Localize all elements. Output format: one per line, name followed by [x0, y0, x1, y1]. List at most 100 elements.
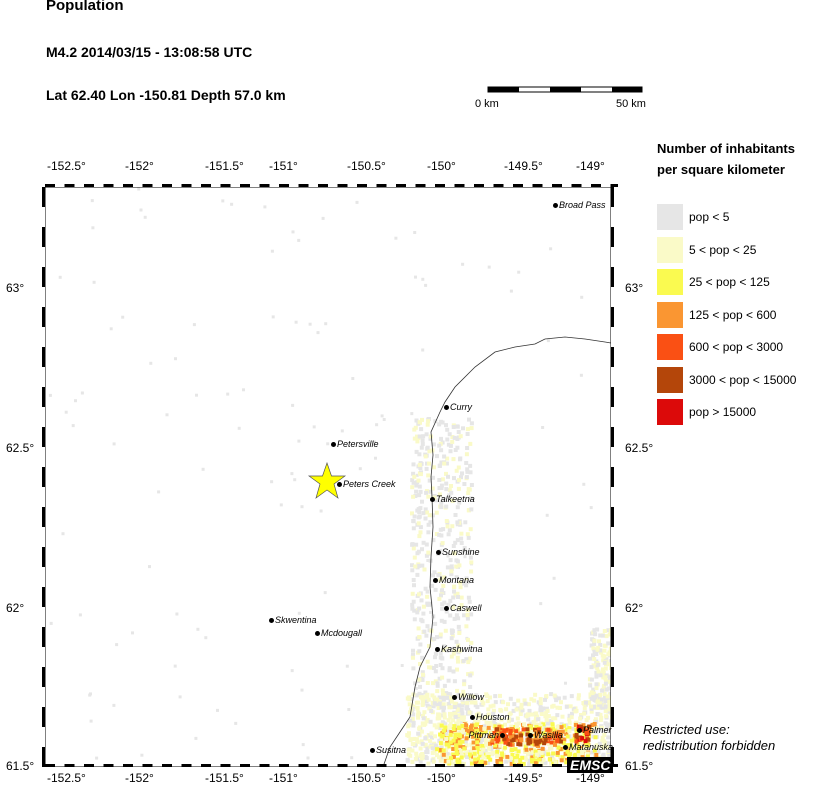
city-marker-icon [452, 695, 457, 700]
density-cell [441, 647, 446, 652]
density-cell [555, 705, 560, 710]
density-cell [533, 749, 538, 754]
density-cell [564, 760, 569, 765]
density-cell [535, 752, 540, 757]
density-cell [444, 732, 449, 737]
density-cell [589, 643, 594, 648]
density-cell [606, 652, 611, 657]
density-cell [466, 595, 471, 600]
density-cell [455, 424, 460, 429]
density-cell [515, 727, 520, 731]
density-cell [515, 724, 520, 729]
density-cell [453, 593, 458, 598]
density-cell [590, 723, 595, 727]
density-cell [448, 732, 453, 737]
density-cell [433, 734, 437, 739]
density-cell [544, 717, 549, 722]
density-cell [419, 729, 424, 734]
city-name: Curry [450, 402, 472, 412]
density-cell [445, 437, 450, 442]
density-cell [574, 722, 578, 727]
density-cell [492, 722, 497, 726]
density-cell [452, 648, 457, 653]
city-marker-icon [553, 203, 558, 208]
density-cell [420, 756, 424, 761]
density-cell [460, 700, 465, 705]
density-cell [473, 723, 478, 728]
density-cell [435, 635, 439, 640]
lon-tick-label: -150° [427, 771, 456, 785]
density-cell [451, 605, 456, 610]
density-cell [557, 736, 562, 741]
density-cell [545, 708, 550, 713]
density-cell [451, 752, 456, 757]
density-cell [470, 731, 475, 736]
density-cell [607, 679, 611, 684]
city-label: Peters Creek [337, 479, 396, 489]
density-cell [459, 748, 464, 753]
density-cell [443, 756, 447, 761]
density-cell [532, 732, 536, 737]
density-cell [582, 746, 586, 751]
density-cell [435, 689, 440, 694]
density-cell [516, 742, 521, 747]
density-cell [556, 732, 561, 737]
density-cell [421, 714, 425, 718]
density-cell [469, 700, 474, 705]
density-cell [411, 578, 416, 582]
density-cell [601, 658, 606, 663]
density-cell [594, 719, 599, 724]
density-cell [445, 456, 450, 461]
density-cell [417, 635, 422, 639]
density-cell [505, 727, 510, 732]
density-cell [428, 719, 433, 724]
density-cell [411, 526, 416, 531]
legend-label: 3000 < pop < 15000 [689, 372, 797, 387]
density-cell [451, 718, 456, 723]
lon-tick-label: -152° [125, 771, 154, 785]
density-cell [585, 754, 590, 759]
density-cell [495, 730, 500, 735]
density-cell [479, 730, 484, 735]
density-cell [448, 449, 453, 454]
city-label: Palmer [577, 725, 612, 735]
density-cell [593, 735, 598, 740]
density-cell [450, 435, 455, 439]
density-cell [474, 734, 479, 739]
density-cell [532, 698, 537, 703]
density-cell [431, 538, 436, 543]
density-cell [606, 641, 611, 646]
density-cell [525, 727, 530, 732]
density-cell [443, 725, 448, 730]
density-cell [584, 700, 588, 705]
density-cell [271, 315, 275, 319]
city-marker-icon [337, 482, 342, 487]
density-cell [528, 740, 533, 745]
density-cell [405, 758, 410, 763]
density-cell [562, 737, 567, 742]
density-cell [270, 249, 274, 253]
density-cell [513, 747, 518, 752]
density-cell [553, 742, 557, 747]
density-cell [594, 670, 599, 675]
density-cell [592, 722, 597, 726]
density-cell [482, 716, 487, 721]
density-cell [442, 728, 446, 733]
density-cell [426, 761, 431, 766]
density-cell [408, 718, 413, 723]
city-name: Houston [476, 712, 510, 722]
city-label: Mcdougall [315, 628, 362, 638]
density-cell [297, 439, 301, 443]
density-cell [455, 758, 460, 763]
city-label: Broad Pass [553, 200, 606, 210]
density-cell [515, 754, 520, 758]
density-cell [442, 461, 447, 466]
density-cell [412, 617, 417, 622]
density-cell [410, 737, 415, 742]
density-cell [586, 701, 591, 706]
density-cell [420, 670, 425, 675]
density-cell [451, 747, 456, 751]
city-label: Kashwitna [435, 644, 483, 654]
density-cell [456, 718, 461, 723]
density-cell [464, 657, 469, 662]
